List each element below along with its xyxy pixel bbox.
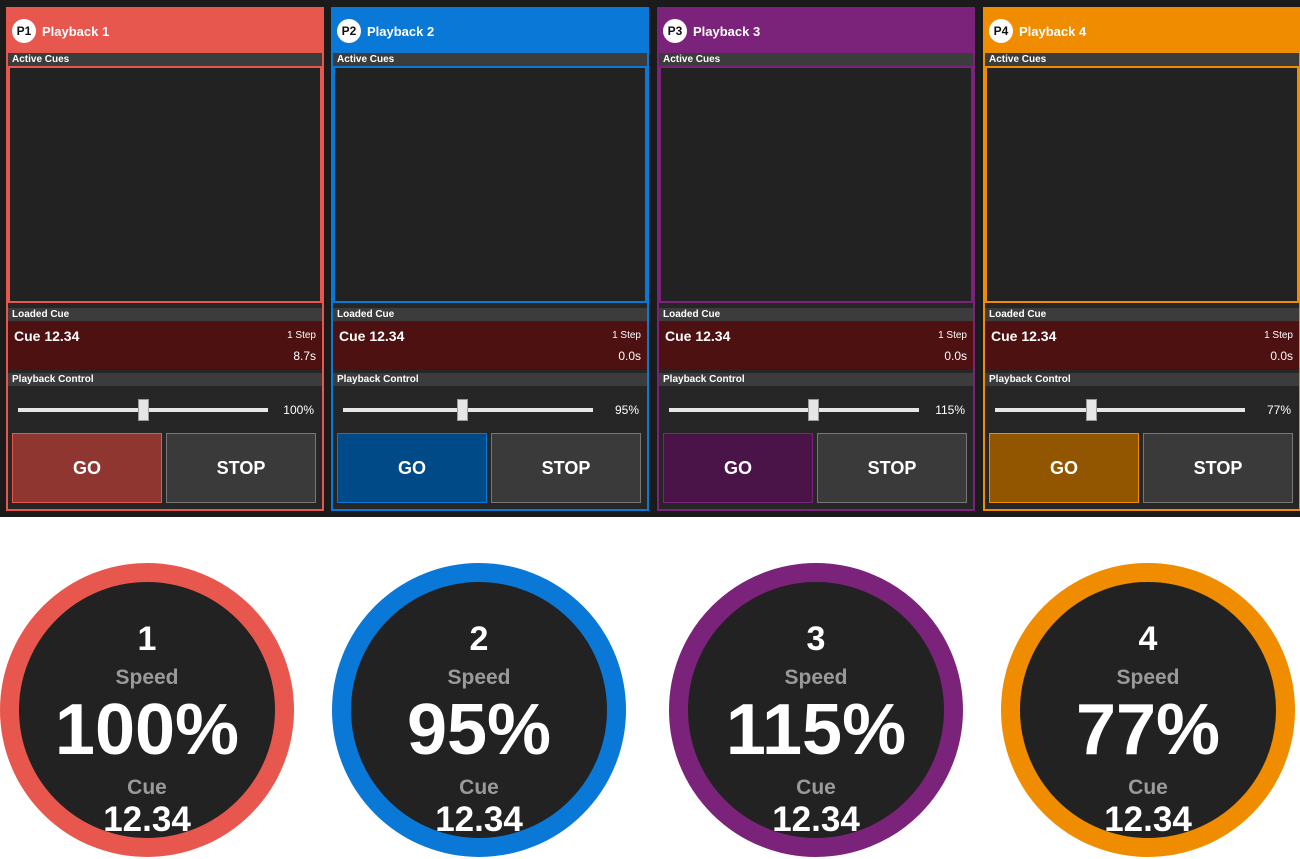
loaded-cue: Cue 12.34 1 Step 0.0s	[333, 322, 647, 370]
section-label: Playback Control	[659, 373, 973, 386]
speed-dial: 4 Speed 77% Cue 12.34	[1001, 563, 1295, 857]
panel-header: P4 Playback 4	[985, 9, 1299, 53]
dial-cue-label: Cue	[796, 776, 836, 799]
cue-time: 0.0s	[944, 349, 967, 363]
dial-speed-label: Speed	[447, 666, 511, 689]
playback-title: Playback 4	[1019, 23, 1087, 39]
loaded-cue: Cue 12.34 1 Step 0.0s	[985, 322, 1299, 370]
dial-speed-label: Speed	[115, 666, 179, 689]
cue-steps: 1 Step	[612, 330, 641, 341]
speed-slider[interactable]	[669, 399, 919, 421]
dial-speed: 115%	[725, 690, 907, 770]
speed-slider[interactable]	[343, 399, 593, 421]
playback-panel: P2 Playback 2 Active Cues Loaded Cue Cue 12.…	[331, 7, 649, 511]
cue-time: 0.0s	[1270, 349, 1293, 363]
speed-value: 95%	[614, 403, 639, 417]
cue-name: Cue 12.34	[665, 328, 731, 344]
dial-cue: 12.34	[772, 800, 860, 839]
dial-number: 1	[137, 620, 157, 658]
cue-steps: 1 Step	[287, 330, 316, 341]
slider-thumb[interactable]	[138, 399, 149, 421]
panel-header: P3 Playback 3	[659, 9, 973, 53]
active-cues-list	[659, 66, 973, 303]
section-label: Loaded Cue	[985, 308, 1299, 321]
stop-button[interactable]: STOP	[491, 433, 641, 503]
dial-cue-label: Cue	[459, 776, 499, 799]
cue-name: Cue 12.34	[339, 328, 405, 344]
cue-steps: 1 Step	[938, 330, 967, 341]
dial-number: 3	[806, 620, 826, 658]
speed-dial: 3 Speed 115% Cue 12.34	[669, 563, 963, 857]
playback-badge: P3	[663, 19, 687, 43]
active-cues-list	[333, 66, 647, 303]
section-label: Active Cues	[333, 53, 647, 66]
dial-cue-label: Cue	[127, 776, 167, 799]
section-label: Active Cues	[8, 53, 322, 66]
speed-dial: 1 Speed 100% Cue 12.34	[0, 563, 294, 857]
dial-cue: 12.34	[435, 800, 523, 839]
section-label: Playback Control	[333, 373, 647, 386]
cue-steps: 1 Step	[1264, 330, 1293, 341]
active-cues-list	[8, 66, 322, 303]
playback-title: Playback 2	[367, 23, 435, 39]
playback-title: Playback 1	[42, 23, 110, 39]
dial-speed-label: Speed	[784, 666, 848, 689]
stop-button[interactable]: STOP	[166, 433, 316, 503]
dial-cue-label: Cue	[1128, 776, 1168, 799]
playback-panel: P4 Playback 4 Active Cues Loaded Cue Cue 12.…	[983, 7, 1300, 511]
dial-speed-label: Speed	[1116, 666, 1180, 689]
dial-speed: 77%	[1075, 690, 1221, 770]
speed-value: 100%	[283, 403, 314, 417]
slider-thumb[interactable]	[1086, 399, 1098, 421]
section-label: Loaded Cue	[333, 308, 647, 321]
active-cues-list	[985, 66, 1299, 303]
section-label: Active Cues	[985, 53, 1299, 66]
section-label: Playback Control	[985, 373, 1299, 386]
speed-value: 77%	[1266, 403, 1291, 417]
cue-name: Cue 12.34	[991, 328, 1057, 344]
section-label: Loaded Cue	[8, 308, 322, 321]
go-button[interactable]: GO	[989, 433, 1139, 503]
dial-cue: 12.34	[103, 800, 191, 839]
panel-header: P1 Playback 1	[8, 9, 322, 53]
speed-slider[interactable]	[18, 399, 268, 421]
dial-number: 2	[469, 620, 489, 658]
panel-header: P2 Playback 2	[333, 9, 647, 53]
playback-panel: P1 Playback 1 Active Cues Loaded Cue Cue 12.…	[6, 7, 324, 511]
playback-area: P1 Playback 1 Active Cues Loaded Cue Cue 12.…	[0, 0, 1300, 517]
go-button[interactable]: GO	[337, 433, 487, 503]
playback-badge: P2	[337, 19, 361, 43]
loaded-cue: Cue 12.34 1 Step 8.7s	[8, 322, 322, 370]
stop-button[interactable]: STOP	[1143, 433, 1293, 503]
slider-thumb[interactable]	[807, 399, 819, 421]
dial-cue: 12.34	[1104, 800, 1192, 839]
cue-time: 0.0s	[618, 349, 641, 363]
cue-time: 8.7s	[293, 349, 316, 363]
playback-badge: P1	[12, 19, 36, 43]
go-button[interactable]: GO	[663, 433, 813, 503]
speed-dial: 2 Speed 95% Cue 12.34	[332, 563, 626, 857]
section-label: Loaded Cue	[659, 308, 973, 321]
section-label: Playback Control	[8, 373, 322, 386]
playback-badge: P4	[989, 19, 1013, 43]
dial-speed: 100%	[54, 690, 240, 770]
speed-slider[interactable]	[995, 399, 1245, 421]
playback-panel: P3 Playback 3 Active Cues Loaded Cue Cue 12.…	[657, 7, 975, 511]
speed-value: 115%	[935, 403, 965, 417]
stop-button[interactable]: STOP	[817, 433, 967, 503]
dial-speed: 95%	[406, 690, 552, 770]
cue-name: Cue 12.34	[14, 328, 80, 344]
dial-number: 4	[1138, 620, 1158, 658]
playback-title: Playback 3	[693, 23, 761, 39]
go-button[interactable]: GO	[12, 433, 162, 503]
section-label: Active Cues	[659, 53, 973, 66]
loaded-cue: Cue 12.34 1 Step 0.0s	[659, 322, 973, 370]
slider-thumb[interactable]	[456, 399, 468, 421]
